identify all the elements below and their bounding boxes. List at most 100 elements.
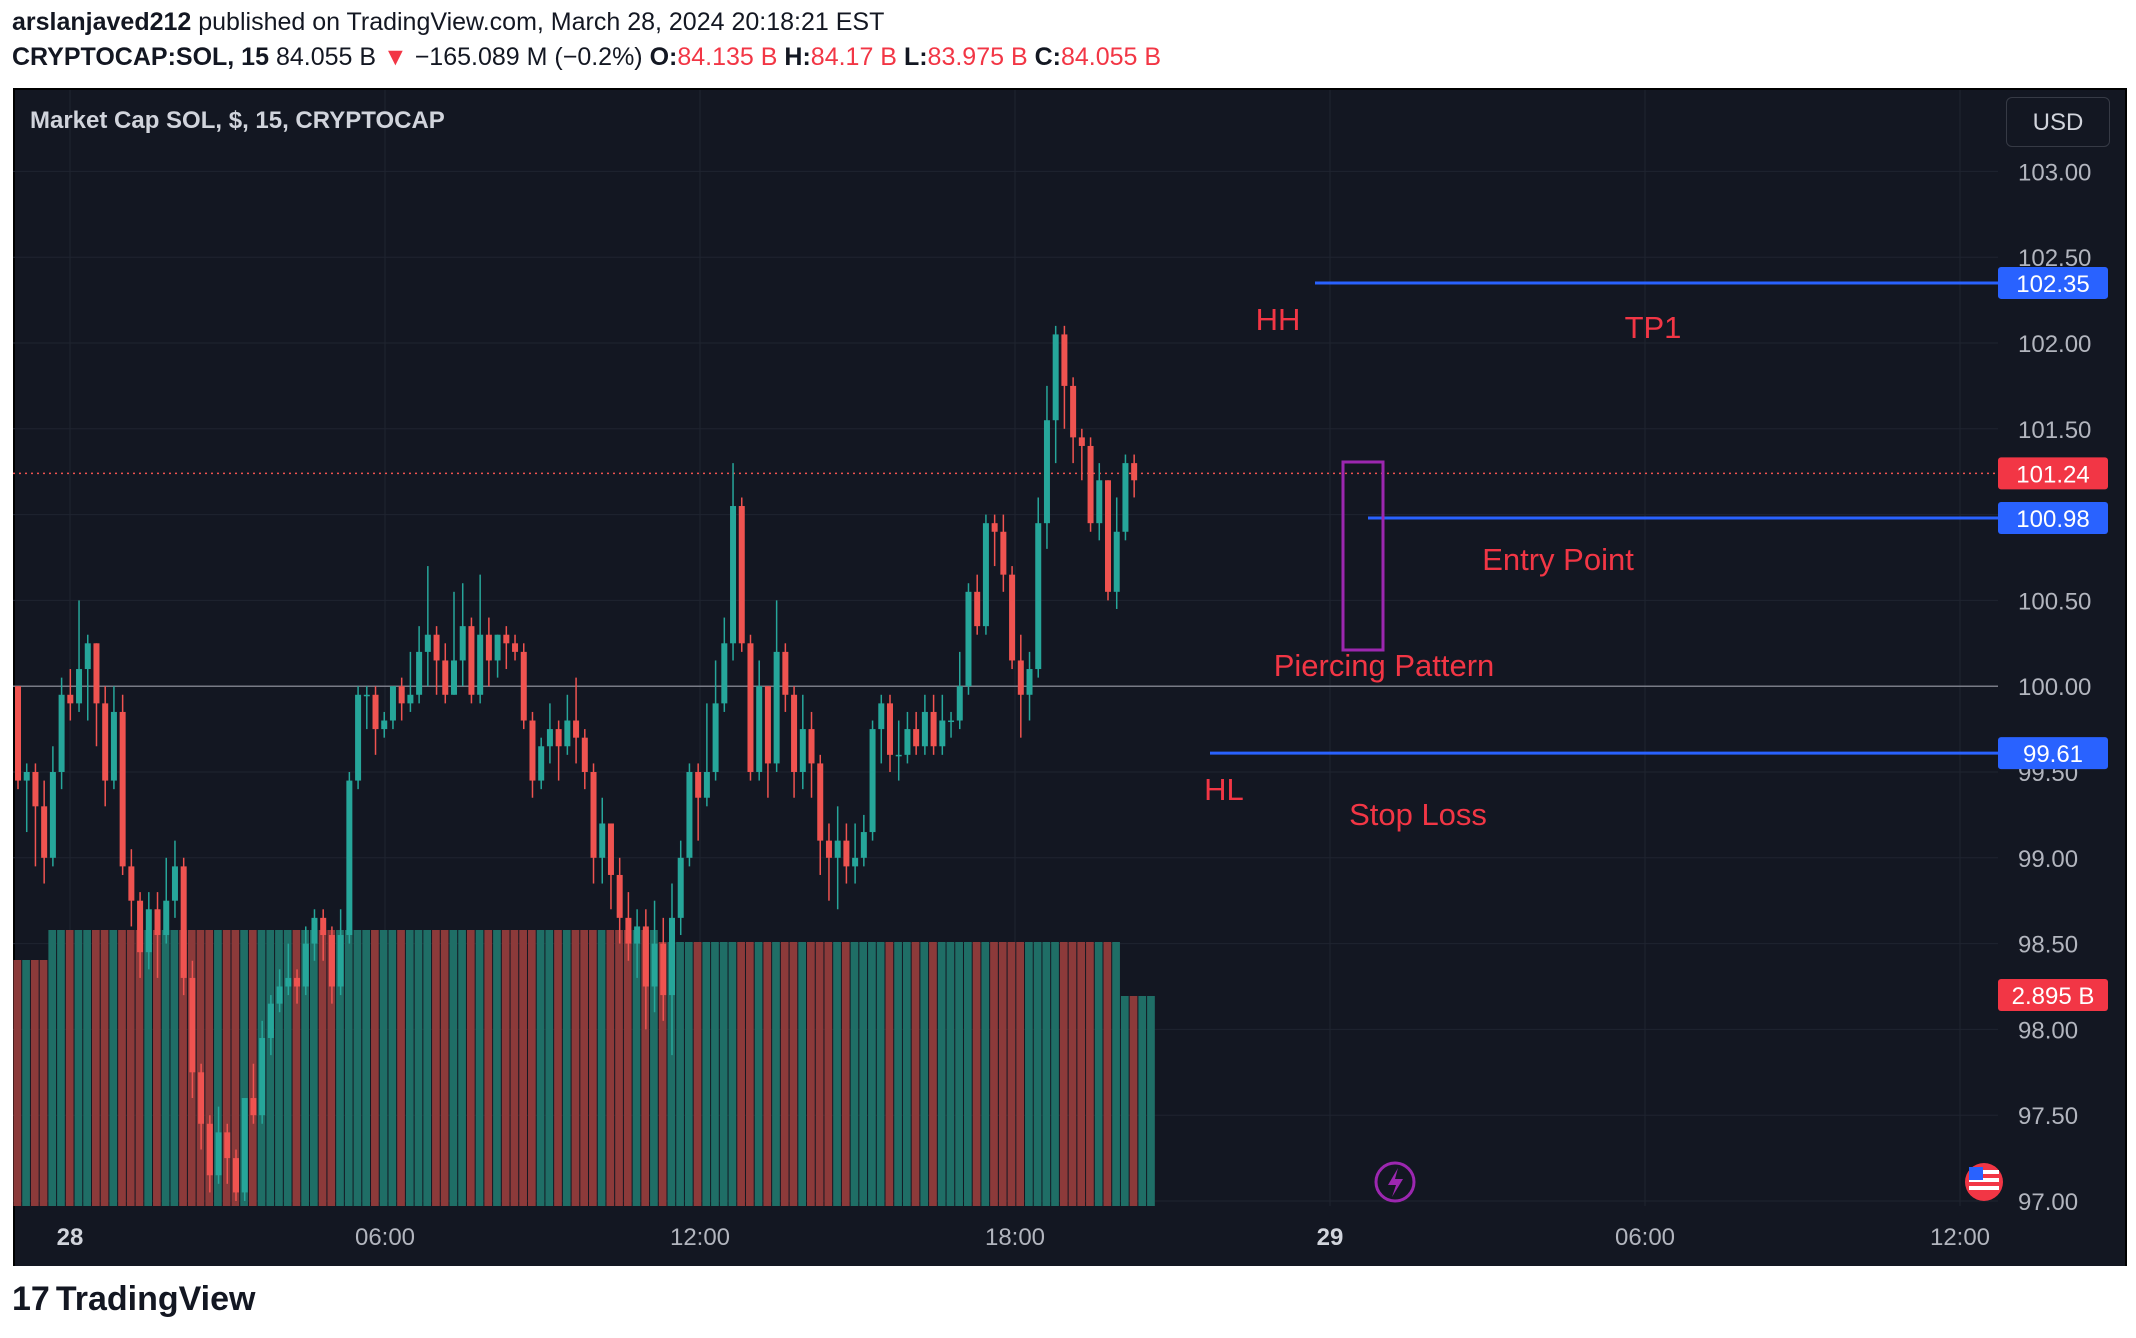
candle[interactable] <box>119 694 126 875</box>
candle[interactable] <box>154 892 161 978</box>
lightning-icon[interactable] <box>1374 1161 1416 1203</box>
candle[interactable] <box>991 514 998 567</box>
candle[interactable] <box>241 1098 248 1201</box>
candle[interactable] <box>599 797 606 884</box>
candle[interactable] <box>904 711 911 764</box>
candle[interactable] <box>1009 566 1016 670</box>
candle[interactable] <box>189 960 196 1099</box>
candle[interactable] <box>825 823 832 901</box>
candle[interactable] <box>1122 454 1129 541</box>
author-name[interactable]: arslanjaved212 <box>12 8 192 36</box>
candle[interactable] <box>939 694 946 755</box>
candle[interactable] <box>1000 514 1007 592</box>
candle[interactable] <box>538 737 545 790</box>
candle[interactable] <box>32 763 39 867</box>
candle[interactable] <box>607 823 614 910</box>
candle[interactable] <box>1026 651 1033 721</box>
annotation-text[interactable]: Stop Loss <box>1349 797 1487 832</box>
candle[interactable] <box>616 857 623 944</box>
candle[interactable] <box>67 669 74 721</box>
candle[interactable] <box>808 711 815 798</box>
candle[interactable] <box>695 763 702 841</box>
candle[interactable] <box>302 926 309 996</box>
candle[interactable] <box>355 686 362 790</box>
candle[interactable] <box>102 686 109 807</box>
candle[interactable] <box>163 857 170 944</box>
candle[interactable] <box>686 763 693 867</box>
candle[interactable] <box>171 840 178 918</box>
candle[interactable] <box>1070 377 1077 464</box>
level-price-label[interactable]: 102.35 <box>1998 266 2108 299</box>
candle[interactable] <box>58 677 65 790</box>
candle[interactable] <box>948 711 955 738</box>
candle[interactable] <box>791 686 798 798</box>
candle[interactable] <box>1035 497 1042 678</box>
candle[interactable] <box>581 729 588 790</box>
candle[interactable] <box>398 677 405 721</box>
candle[interactable] <box>712 660 719 781</box>
candle[interactable] <box>555 720 562 781</box>
candle[interactable] <box>764 686 771 798</box>
candle[interactable] <box>799 694 806 790</box>
candle[interactable] <box>887 694 893 772</box>
candle[interactable] <box>145 892 152 970</box>
candle[interactable] <box>642 909 649 1030</box>
annotation-text[interactable]: Entry Point <box>1482 542 1634 577</box>
level-price-label[interactable]: 99.61 <box>1998 737 2108 770</box>
candle[interactable] <box>1052 325 1059 464</box>
candle[interactable] <box>520 643 527 730</box>
candle[interactable] <box>23 763 30 833</box>
candle[interactable] <box>233 1149 239 1201</box>
candle[interactable] <box>416 626 423 704</box>
candle[interactable] <box>494 634 501 678</box>
candle[interactable] <box>669 883 675 1056</box>
candle[interactable] <box>224 1123 231 1184</box>
candle[interactable] <box>974 574 981 635</box>
candle[interactable] <box>1078 428 1085 481</box>
candle[interactable] <box>215 1106 222 1184</box>
candle[interactable] <box>1105 480 1111 601</box>
annotation-text[interactable]: HH <box>1256 302 1301 337</box>
tradingview-logo[interactable]: 17 TradingView <box>12 1280 255 1319</box>
candle[interactable] <box>590 763 597 884</box>
candle[interactable] <box>346 772 353 944</box>
candle[interactable] <box>965 583 972 695</box>
candle[interactable] <box>276 969 283 1013</box>
candle[interactable] <box>468 617 475 704</box>
candle[interactable] <box>773 600 780 772</box>
annotation-text[interactable]: Piercing Pattern <box>1274 648 1495 683</box>
candle[interactable] <box>738 497 745 652</box>
candle[interactable] <box>503 626 510 670</box>
level-price-label[interactable]: 100.98 <box>1998 502 2108 535</box>
candle[interactable] <box>424 566 431 687</box>
candle[interactable] <box>433 626 440 695</box>
candle[interactable] <box>1017 634 1024 738</box>
piercing-pattern-box[interactable] <box>1341 460 1385 652</box>
candle[interactable] <box>84 634 91 721</box>
candle[interactable] <box>485 617 492 687</box>
candle[interactable] <box>381 711 388 738</box>
candle[interactable] <box>730 463 737 661</box>
candle[interactable] <box>451 591 457 695</box>
candle[interactable] <box>625 892 632 961</box>
candle[interactable] <box>721 617 728 712</box>
candle[interactable] <box>1061 325 1068 429</box>
candle[interactable] <box>477 574 484 704</box>
candle[interactable] <box>747 634 754 781</box>
candle[interactable] <box>128 849 135 927</box>
candle[interactable] <box>320 909 327 961</box>
candle[interactable] <box>206 1115 213 1193</box>
candle[interactable] <box>372 686 379 755</box>
candle[interactable] <box>546 703 553 764</box>
candle[interactable] <box>1087 437 1094 532</box>
candle[interactable] <box>930 694 937 755</box>
candle[interactable] <box>564 694 571 755</box>
candle[interactable] <box>860 814 867 867</box>
candle[interactable] <box>76 600 83 712</box>
candle[interactable] <box>921 694 928 755</box>
candle[interactable] <box>1131 454 1138 498</box>
candle[interactable] <box>782 643 789 712</box>
us-flag-icon[interactable] <box>1965 1163 2003 1201</box>
candle[interactable] <box>267 995 274 1056</box>
